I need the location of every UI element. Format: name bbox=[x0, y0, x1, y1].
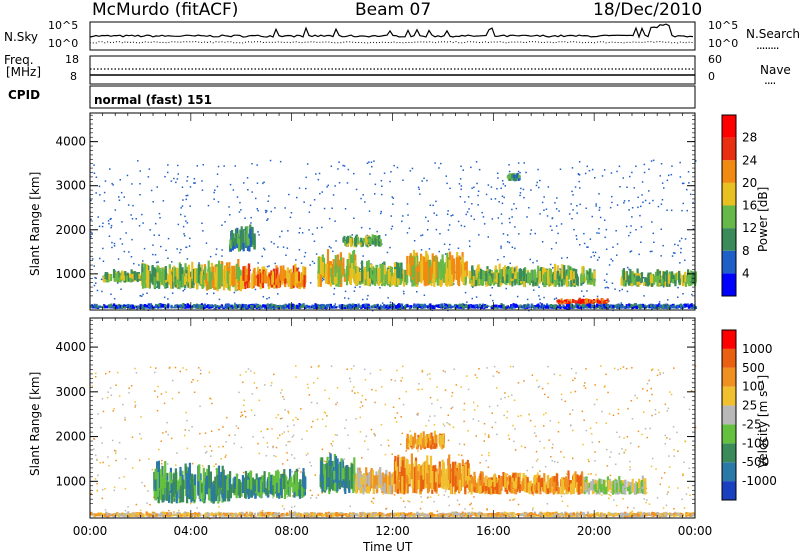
colorbar-segment bbox=[722, 481, 736, 500]
beam-title: Beam 07 bbox=[355, 0, 432, 20]
xtick-label: 20:00 bbox=[577, 524, 612, 538]
colorbar-segment bbox=[722, 462, 736, 482]
xaxis-label: Time UT bbox=[363, 540, 413, 554]
nave-legend-marker: .... bbox=[764, 73, 776, 87]
colorbar-tick-label: 24 bbox=[742, 153, 757, 167]
colorbar-tick-label: 28 bbox=[742, 131, 757, 145]
colorbar-segment bbox=[722, 424, 736, 444]
freq-unit-label: [MHz] bbox=[6, 65, 42, 79]
ytick-label: 2000 bbox=[55, 430, 86, 444]
freq-label: Freq. bbox=[4, 53, 34, 67]
nave-label: Nave bbox=[760, 63, 791, 77]
ytick-label: 1000 bbox=[55, 267, 86, 281]
colorbar-segment bbox=[722, 386, 736, 406]
nsky-trace bbox=[89, 23, 694, 39]
nave-tick-low: 0 bbox=[708, 70, 715, 83]
colorbar-frame bbox=[721, 114, 737, 297]
colorbar-segment bbox=[722, 137, 736, 161]
colorbar-tick-label: 20 bbox=[742, 176, 757, 190]
colorbar-frame bbox=[721, 329, 737, 501]
xtick-label: 08:00 bbox=[274, 524, 309, 538]
colorbar-tick-label: 8 bbox=[742, 244, 750, 258]
freq-tick-high: 18 bbox=[65, 53, 79, 66]
ytick-label: 2000 bbox=[55, 223, 86, 237]
colorbar-segment bbox=[722, 273, 736, 296]
colorbar-segment bbox=[722, 405, 736, 425]
freq-panel-frame bbox=[89, 55, 696, 85]
cpid-value: normal (fast) 151 bbox=[94, 93, 212, 107]
station-title: McMurdo (fitACF) bbox=[92, 0, 239, 20]
colorbar-tick-label: 12 bbox=[742, 221, 757, 235]
freq-tick-low: 8 bbox=[70, 70, 77, 83]
nsky-panel-frame bbox=[89, 21, 696, 51]
xtick-label: 12:00 bbox=[375, 524, 410, 538]
nave-tick-high: 60 bbox=[708, 53, 722, 66]
colorbar-segment bbox=[722, 250, 736, 274]
nsearch-tick-low: 10^0 bbox=[708, 37, 739, 50]
nsearch-legend-marker: ........ bbox=[756, 38, 779, 52]
ytick-label: 4000 bbox=[55, 340, 86, 354]
xtick-label: 16:00 bbox=[476, 524, 511, 538]
nsky-tick-low: 10^0 bbox=[48, 37, 79, 50]
colorbar-tick-label: 25 bbox=[742, 399, 757, 413]
xtick-label: 00:00 bbox=[678, 524, 713, 538]
colorbar-tick-label: 100 bbox=[742, 380, 765, 394]
colorbar-segment bbox=[722, 228, 736, 251]
colorbar-segment bbox=[722, 348, 736, 368]
nsearch-label: N.Search bbox=[746, 27, 800, 41]
velocity-heatmap bbox=[90, 365, 697, 520]
nsearch-trace bbox=[89, 40, 694, 44]
nsky-label: N.Sky bbox=[4, 30, 39, 44]
nsky-tick-high: 10^5 bbox=[48, 19, 79, 32]
ytick-label: 3000 bbox=[55, 179, 86, 193]
colorbar-tick-label: 4 bbox=[742, 266, 750, 280]
cpid-label: CPID bbox=[8, 88, 41, 102]
colorbar-tick-label: -25 bbox=[742, 417, 762, 431]
xtick-label: 04:00 bbox=[174, 524, 209, 538]
colorbar-tick-label: -500 bbox=[742, 455, 769, 469]
colorbar-tick-label: 16 bbox=[742, 199, 757, 213]
cpid-panel-frame bbox=[89, 85, 696, 109]
ytick-label: 1000 bbox=[55, 474, 86, 488]
colorbar-segment bbox=[722, 160, 736, 183]
colorbar-segment bbox=[722, 443, 736, 463]
colorbar-segment bbox=[722, 330, 736, 349]
date-title: 18/Dec/2010 bbox=[593, 0, 703, 20]
colorbar-segment bbox=[722, 205, 736, 229]
colorbar-segment bbox=[722, 182, 736, 206]
colorbar-tick-label: 500 bbox=[742, 361, 765, 375]
colorbar-segment bbox=[722, 367, 736, 387]
colorbar-tick-label: -100 bbox=[742, 436, 769, 450]
ytick-label: 3000 bbox=[55, 385, 86, 399]
colorbar-tick-label: -1000 bbox=[742, 474, 777, 488]
colorbar-segment bbox=[722, 115, 736, 138]
ytick-label: 4000 bbox=[55, 135, 86, 149]
nsearch-tick-high: 10^5 bbox=[708, 19, 739, 32]
colorbar-tick-label: 1000 bbox=[742, 342, 773, 356]
xtick-label: 00:00 bbox=[73, 524, 108, 538]
power-heatmap bbox=[90, 159, 697, 312]
